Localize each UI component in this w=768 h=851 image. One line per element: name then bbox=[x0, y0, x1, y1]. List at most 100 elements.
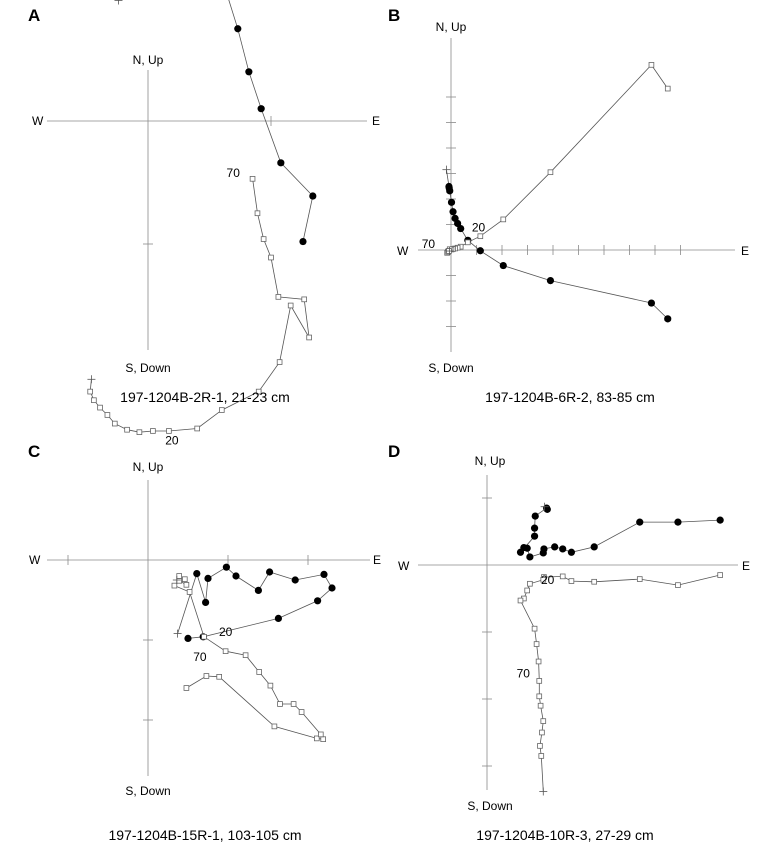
vertical-point bbox=[166, 428, 172, 434]
vertical-point bbox=[111, 420, 118, 427]
horizontal-point bbox=[530, 532, 539, 540]
vertical-point bbox=[547, 169, 554, 176]
sample-caption: 197-1204B-10R-3, 27-29 cm bbox=[476, 827, 653, 843]
vertical-point bbox=[664, 85, 671, 92]
horizontal-point bbox=[309, 192, 317, 200]
north-up-label: N, Up bbox=[475, 454, 506, 468]
demag-step-label: 70 bbox=[517, 666, 531, 680]
horizontal-point bbox=[184, 634, 192, 643]
horizontal-point bbox=[314, 597, 322, 605]
vertical-point bbox=[150, 428, 156, 434]
series-layer bbox=[171, 563, 336, 742]
horizontal-point bbox=[499, 261, 507, 270]
vertical-point bbox=[320, 736, 326, 742]
vertical-point bbox=[717, 572, 723, 578]
end-plus-marker bbox=[172, 576, 181, 584]
horizontal-point bbox=[551, 543, 559, 551]
horizontal-point bbox=[530, 524, 539, 532]
vertical-point bbox=[568, 578, 575, 584]
sample-caption: 197-1204B-2R-1, 21-23 cm bbox=[120, 389, 290, 405]
vertical-point bbox=[298, 709, 305, 715]
end-plus-marker bbox=[114, 0, 123, 5]
vertical-point bbox=[313, 735, 320, 742]
vertical-point bbox=[636, 576, 643, 582]
series-layer bbox=[442, 62, 672, 323]
horizontal-point bbox=[232, 572, 240, 580]
south-down-label: S, Down bbox=[467, 799, 512, 813]
sample-caption: 197-1204B-6R-2, 83-85 cm bbox=[485, 389, 655, 405]
vertical-point bbox=[559, 573, 566, 580]
end-plus-marker bbox=[540, 502, 549, 511]
end-plus-marker bbox=[442, 165, 451, 174]
vertical-point bbox=[535, 658, 542, 665]
horizontal-point bbox=[531, 512, 539, 520]
horizontal-point bbox=[516, 548, 525, 556]
vertical-point bbox=[218, 407, 225, 413]
vertical-point bbox=[183, 685, 190, 691]
vertical-point bbox=[216, 674, 223, 680]
end-plus-marker bbox=[87, 375, 96, 384]
horizontal-point bbox=[476, 247, 484, 255]
west-label: W bbox=[398, 559, 410, 573]
vertical-point bbox=[171, 582, 178, 589]
vertical-point bbox=[249, 176, 256, 182]
horizontal-projection-path bbox=[117, 0, 314, 242]
vertical-point bbox=[87, 388, 93, 395]
vertical-point bbox=[124, 426, 130, 433]
vertical-point bbox=[256, 669, 262, 675]
horizontal-point bbox=[245, 68, 253, 76]
horizontal-point bbox=[451, 214, 459, 222]
vertical-point bbox=[539, 729, 545, 736]
horizontal-point bbox=[567, 548, 576, 556]
vertical-projection-path bbox=[173, 575, 324, 740]
horizontal-point bbox=[674, 518, 682, 526]
horizontal-point bbox=[202, 598, 210, 607]
south-down-label: S, Down bbox=[125, 784, 170, 798]
vertical-point bbox=[290, 701, 297, 707]
horizontal-point bbox=[449, 208, 457, 216]
panel-a: A N, Up S, Down W E 70 20 197-1204B-2R-1,… bbox=[28, 0, 380, 448]
vertical-point bbox=[201, 634, 207, 640]
horizontal-point bbox=[193, 570, 201, 578]
horizontal-point bbox=[266, 568, 274, 576]
horizontal-point bbox=[636, 518, 644, 526]
vertical-point bbox=[260, 236, 267, 242]
vertical-point bbox=[268, 254, 274, 261]
axis-ticks bbox=[446, 96, 681, 327]
sample-caption: 197-1204B-15R-1, 103-105 cm bbox=[108, 827, 301, 843]
horizontal-point bbox=[291, 576, 299, 584]
vertical-point bbox=[500, 216, 507, 223]
vertical-projection-path bbox=[519, 574, 721, 792]
demag-step-label: 20 bbox=[472, 220, 486, 234]
demag-step-label: 70 bbox=[422, 237, 436, 251]
horizontal-point bbox=[254, 586, 262, 595]
vertical-point bbox=[104, 412, 111, 418]
horizontal-projection-path bbox=[520, 506, 721, 558]
vertical-point bbox=[301, 296, 308, 303]
vertical-point bbox=[465, 239, 471, 246]
west-label: W bbox=[397, 244, 409, 258]
horizontal-point bbox=[590, 543, 598, 551]
vertical-projection-path bbox=[89, 178, 310, 433]
vertical-point bbox=[183, 582, 190, 588]
panel-letter: A bbox=[28, 6, 40, 25]
vertical-point bbox=[531, 625, 538, 632]
horizontal-point bbox=[539, 549, 547, 557]
vertical-point bbox=[317, 731, 324, 738]
vertical-point bbox=[176, 578, 183, 584]
horizontal-point bbox=[274, 614, 282, 623]
vertical-point bbox=[277, 701, 283, 707]
horizontal-point bbox=[257, 105, 265, 113]
south-down-label: S, Down bbox=[428, 361, 473, 375]
vertical-point bbox=[255, 388, 262, 395]
vertical-point bbox=[275, 294, 282, 300]
end-plus-marker bbox=[173, 629, 182, 638]
vertical-point bbox=[591, 578, 597, 585]
panel-letter: D bbox=[388, 442, 400, 461]
vertical-point bbox=[524, 587, 530, 594]
vertical-point bbox=[267, 682, 274, 689]
horizontal-point bbox=[664, 315, 672, 323]
